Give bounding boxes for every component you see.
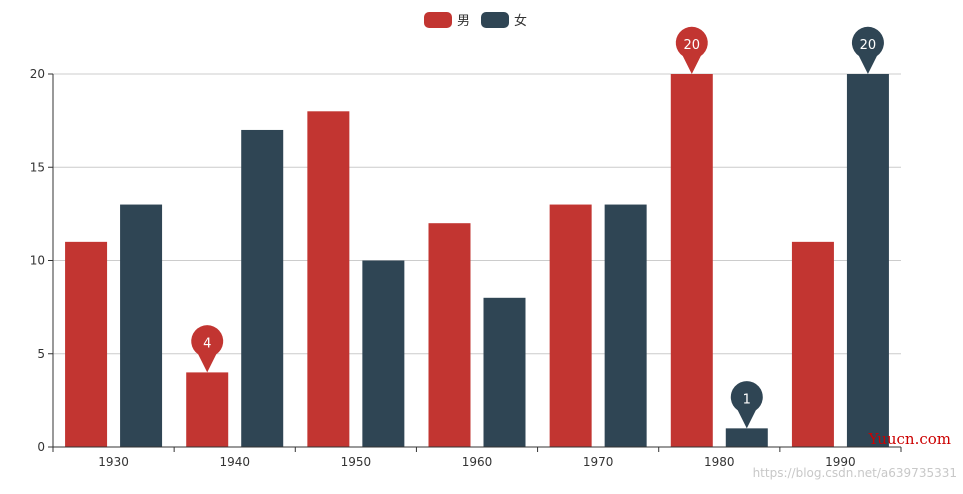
- bar-female[interactable]: [362, 260, 405, 448]
- bar-female[interactable]: [604, 204, 647, 447]
- gridlines: [53, 73, 901, 355]
- x-tick-label: 1980: [704, 455, 735, 469]
- bars: [65, 74, 889, 448]
- legend-label: 男: [457, 14, 470, 29]
- y-tick-label: 20: [30, 67, 45, 81]
- marker-pin-icon: [191, 325, 224, 373]
- y-tick-label: 10: [30, 254, 45, 268]
- y-axis: 0 5 10 15 20: [30, 67, 54, 454]
- y-tick-label: 15: [30, 160, 45, 174]
- legend[interactable]: 男女: [424, 12, 527, 29]
- bar-male[interactable]: [791, 241, 834, 447]
- bar-male[interactable]: [307, 111, 350, 448]
- bar-female[interactable]: [120, 204, 163, 447]
- legend-label: 女: [514, 13, 527, 29]
- legend-item-female[interactable]: 女: [481, 12, 527, 29]
- marker-pin-icon: [851, 26, 884, 74]
- legend-swatch: [481, 12, 509, 28]
- x-tick-label: 1940: [219, 455, 250, 469]
- x-tick-label: 1990: [825, 455, 856, 469]
- marker-label: 4: [203, 336, 211, 351]
- legend-item-male[interactable]: 男: [424, 12, 470, 29]
- x-tick-label: 1960: [462, 455, 493, 469]
- bar-female[interactable]: [725, 428, 768, 447]
- value-marker: 1: [730, 381, 763, 429]
- marker-label: 1: [743, 392, 751, 407]
- y-tick-label: 5: [37, 347, 45, 361]
- value-marker: 20: [675, 26, 708, 74]
- x-tick-label: 1970: [583, 455, 614, 469]
- bar-male[interactable]: [428, 223, 471, 447]
- value-markers: 4 20 1 20: [191, 26, 884, 429]
- url-watermark: https://blog.csdn.net/a639735331: [752, 466, 957, 480]
- value-marker: 4: [191, 325, 224, 373]
- bar-male[interactable]: [186, 372, 229, 447]
- bar-female[interactable]: [483, 297, 526, 447]
- bar-male[interactable]: [549, 204, 592, 447]
- bar-male[interactable]: [65, 241, 108, 447]
- x-axis: 1930 1940 1950 1960 1970 1980 1990: [52, 446, 902, 469]
- marker-pin-icon: [675, 26, 708, 74]
- x-tick-label: 1950: [341, 455, 372, 469]
- legend-swatch: [424, 12, 452, 28]
- bar-female[interactable]: [241, 129, 284, 447]
- brand-watermark: Yuucn.com: [868, 430, 951, 448]
- marker-pin-icon: [730, 381, 763, 429]
- bar-female[interactable]: [846, 74, 889, 447]
- value-marker: 20: [851, 26, 884, 74]
- x-tick-label: 1930: [98, 455, 129, 469]
- marker-label: 20: [684, 38, 701, 53]
- y-tick-label: 0: [37, 440, 45, 454]
- marker-label: 20: [860, 38, 877, 53]
- bar-male[interactable]: [670, 74, 713, 447]
